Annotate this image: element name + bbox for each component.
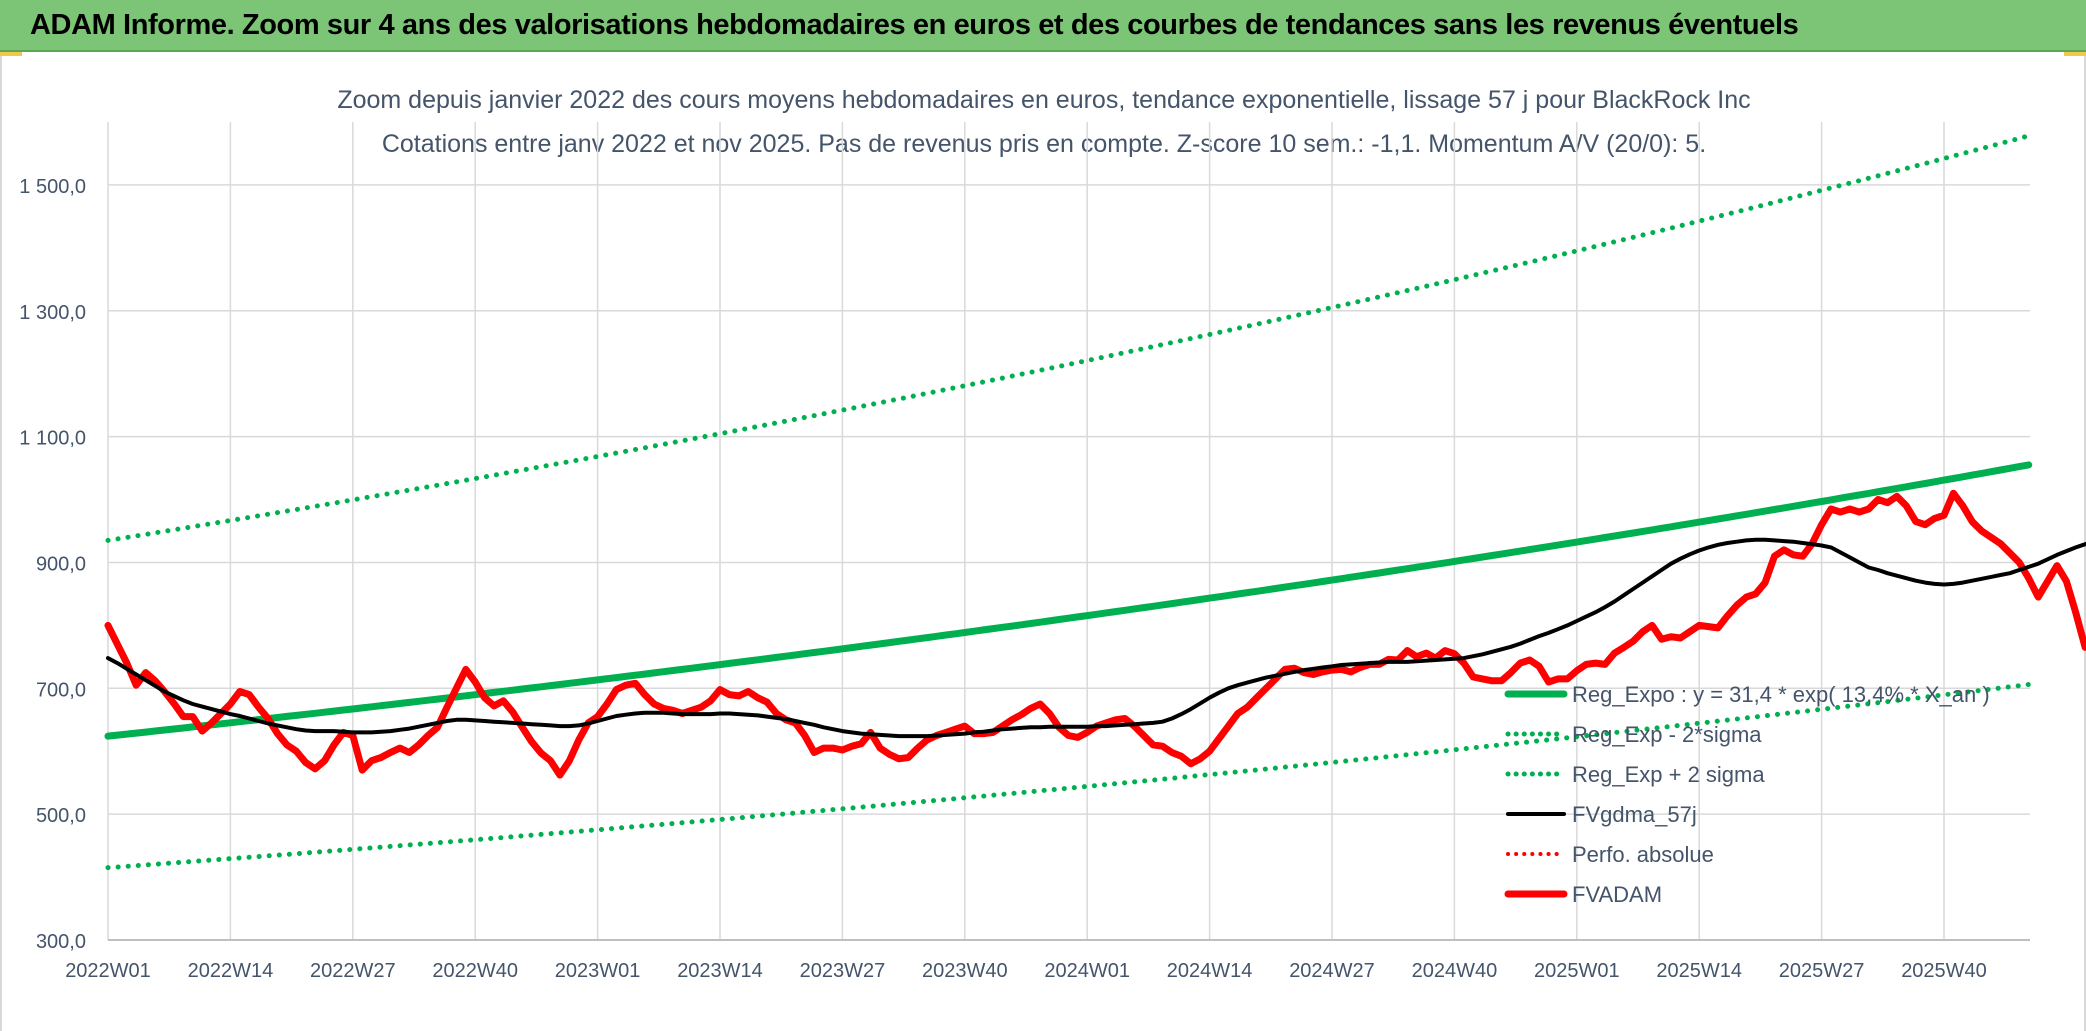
chart-title: Zoom depuis janvier 2022 des cours moyen…: [337, 86, 1750, 114]
report-banner: ADAM Informe. Zoom sur 4 ans des valoris…: [0, 0, 2086, 52]
x-tick-label: 2022W40: [432, 960, 518, 982]
x-axis-labels: 2022W01 2022W14 2022W27 2022W40 2023W01 2023W…: [65, 960, 1987, 982]
y-tick-label: 1 100,0: [19, 428, 86, 450]
x-tick-label: 2023W40: [922, 960, 1008, 982]
chart-frame: [0, 52, 2086, 1031]
y-tick-label: 1 500,0: [19, 176, 86, 198]
chart-subtitle: Cotations entre janv 2022 et nov 2025. P…: [382, 130, 1706, 158]
legend-label: FVADAM: [1572, 882, 1662, 907]
series-line-3: [106, 537, 2086, 739]
y-tick-label: 500,0: [36, 805, 86, 827]
series-line-0: [104, 461, 2033, 740]
y-tick-label: 900,0: [36, 553, 86, 575]
grid: [107, 122, 2030, 941]
legend-label: FVgdma_57j: [1572, 802, 1697, 827]
series-line-1: [105, 682, 2032, 871]
legend-label: Perfo. absolue: [1572, 842, 1714, 867]
y-tick-label: 700,0: [36, 679, 86, 701]
x-tick-label: 2022W14: [188, 960, 274, 982]
legend-label: Reg_Exp + 2 sigma: [1572, 762, 1765, 787]
x-tick-label: 2025W14: [1656, 960, 1742, 982]
x-tick-label: 2024W27: [1289, 960, 1375, 982]
legend: Reg_Expo : y = 31,4 * exp( 13,4% * X_an …: [1504, 682, 1990, 907]
x-tick-label: 2023W01: [555, 960, 641, 982]
x-tick-label: 2025W40: [1901, 960, 1987, 982]
y-tick-label: 1 300,0: [19, 302, 86, 324]
legend-label: Reg_Expo : y = 31,4 * exp( 13,4% * X_an …: [1572, 682, 1990, 707]
frame-corner-right: [2064, 52, 2086, 56]
x-tick-label: 2022W27: [310, 960, 396, 982]
x-tick-label: 2024W01: [1044, 960, 1130, 982]
x-tick-label: 2024W14: [1167, 960, 1253, 982]
x-tick-label: 2023W27: [800, 960, 886, 982]
legend-label: Reg_Exp - 2*sigma: [1572, 722, 1762, 747]
frame-corner-left: [0, 52, 22, 56]
x-tick-label: 2024W40: [1412, 960, 1498, 982]
series-line-2: [105, 133, 2032, 543]
series-line-5: [104, 489, 2086, 779]
x-tick-label: 2022W01: [65, 960, 151, 982]
x-tick-label: 2025W27: [1779, 960, 1865, 982]
y-tick-label: 300,0: [36, 931, 86, 953]
report-title: ADAM Informe. Zoom sur 4 ans des valoris…: [30, 9, 1799, 41]
x-tick-label: 2023W14: [677, 960, 763, 982]
series-layer: [104, 133, 2086, 871]
x-tick-label: 2025W01: [1534, 960, 1620, 982]
y-axis-labels: 300,0 500,0 700,0 900,0 1 100,0 1 300,0 1 500,…: [19, 176, 86, 953]
